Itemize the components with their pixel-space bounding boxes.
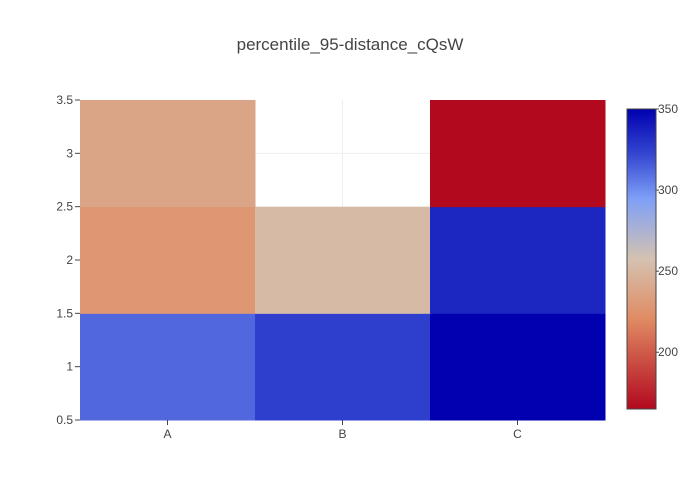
colorbar-tick-label: 350 — [658, 102, 678, 116]
y-tick-label: 2 — [66, 253, 73, 267]
y-tick-label: 0.5 — [56, 413, 73, 427]
axes: A B C 0.5 1 1.5 2 2.5 3 3.5 — [56, 93, 522, 441]
heatmap-cell-B-1 — [255, 313, 431, 421]
colorbar: 200 250 300 350 — [626, 102, 678, 410]
colorbar-tick-label: 200 — [658, 345, 678, 359]
heatmap-cell-C-3 — [430, 100, 606, 208]
heatmap-cell-A-2 — [80, 206, 256, 314]
y-tick-label: 2.5 — [56, 200, 73, 214]
heatmap-cell-B-2 — [255, 206, 431, 314]
heatmap-cells — [80, 100, 606, 421]
chart-title: percentile_95-distance_cQsW — [237, 35, 464, 54]
x-tick-label: A — [163, 427, 171, 441]
heatmap-cell-C-1 — [430, 313, 606, 421]
heatmap-cell-A-3 — [80, 100, 256, 208]
heatmap-cell-A-1 — [80, 313, 256, 421]
colorbar-tick-label: 250 — [658, 264, 678, 278]
y-tick-label: 3.5 — [56, 93, 73, 107]
colorbar-gradient — [626, 108, 657, 410]
x-tick-label: C — [513, 427, 522, 441]
colorbar-tick-label: 300 — [658, 183, 678, 197]
y-tick-label: 1.5 — [56, 306, 73, 320]
y-tick-label: 1 — [66, 360, 73, 374]
y-tick-label: 3 — [66, 146, 73, 160]
x-tick-label: B — [338, 427, 346, 441]
heatmap-cell-C-2 — [430, 206, 606, 314]
